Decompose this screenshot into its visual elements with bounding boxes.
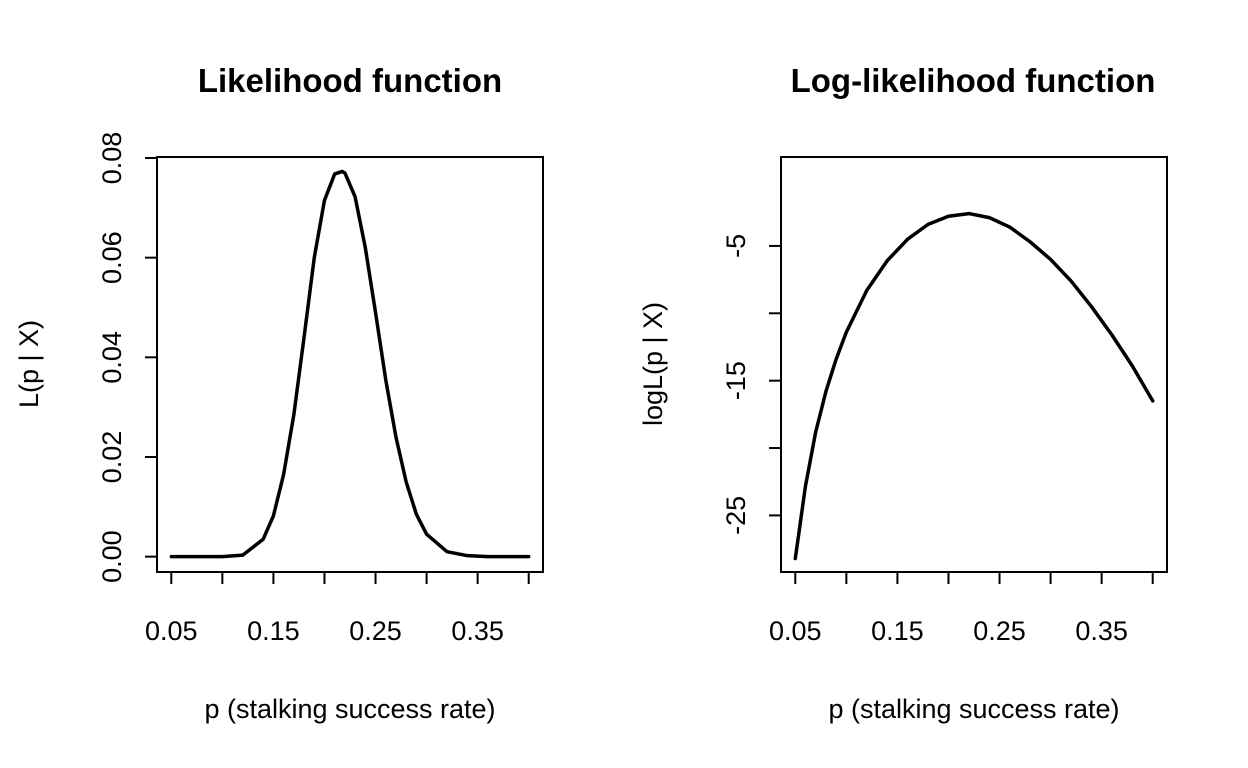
likelihood-x-axis: 0.05 0.15 0.25 0.35: [145, 571, 530, 646]
likelihood-y-tick-label-1: 0.02: [97, 431, 127, 484]
likelihood-x-tick-label-3: 0.35: [451, 616, 504, 646]
likelihood-x-tick-label-1: 0.15: [247, 616, 300, 646]
likelihood-x-axis-label: p (stalking success rate): [204, 694, 495, 724]
likelihood-curve-0: [169, 169, 531, 559]
log-likelihood-y-axis: -25 -15 -5: [721, 234, 782, 535]
likelihood-y-tick-label-0: 0.00: [97, 530, 127, 583]
likelihood-series-group: [169, 169, 531, 559]
log-likelihood-x-tick-label-0: 0.05: [769, 616, 822, 646]
log-likelihood-x-tick-label-1: 0.15: [871, 616, 924, 646]
likelihood-y-tick-label-2: 0.04: [97, 331, 127, 384]
log-likelihood-x-axis: 0.05 0.15 0.25 0.35: [769, 571, 1154, 646]
log-likelihood-curve-0: [793, 211, 1155, 561]
likelihood-y-tick-label-3: 0.06: [97, 231, 127, 284]
log-likelihood-x-axis-label: p (stalking success rate): [828, 694, 1119, 724]
log-likelihood-title: Log-likelihood function: [791, 62, 1156, 99]
likelihood-x-tick-label-2: 0.25: [349, 616, 402, 646]
log-likelihood-y-tick-label-2: -15: [721, 361, 751, 400]
log-likelihood-y-tick-label-4: -5: [721, 234, 751, 258]
log-likelihood-x-tick-label-2: 0.25: [973, 616, 1026, 646]
likelihood-panel: Likelihood function 0.05 0.15 0.25 0.35 0.0…: [14, 62, 544, 724]
log-likelihood-series-group: [793, 211, 1155, 561]
log-likelihood-x-tick-label-3: 0.35: [1075, 616, 1128, 646]
likelihood-x-tick-label-0: 0.05: [145, 616, 198, 646]
likelihood-title: Likelihood function: [198, 62, 502, 99]
likelihood-y-tick-label-4: 0.08: [97, 132, 127, 185]
log-likelihood-panel: Log-likelihood function 0.05 0.15 0.25 0.35…: [638, 62, 1168, 724]
likelihood-y-axis: 0.00 0.02 0.04 0.06 0.08: [97, 132, 158, 583]
log-likelihood-y-tick-label-0: -25: [721, 496, 751, 535]
log-likelihood-y-axis-label: logL(p | X): [638, 302, 668, 426]
likelihood-y-axis-label: L(p | X): [14, 320, 44, 408]
